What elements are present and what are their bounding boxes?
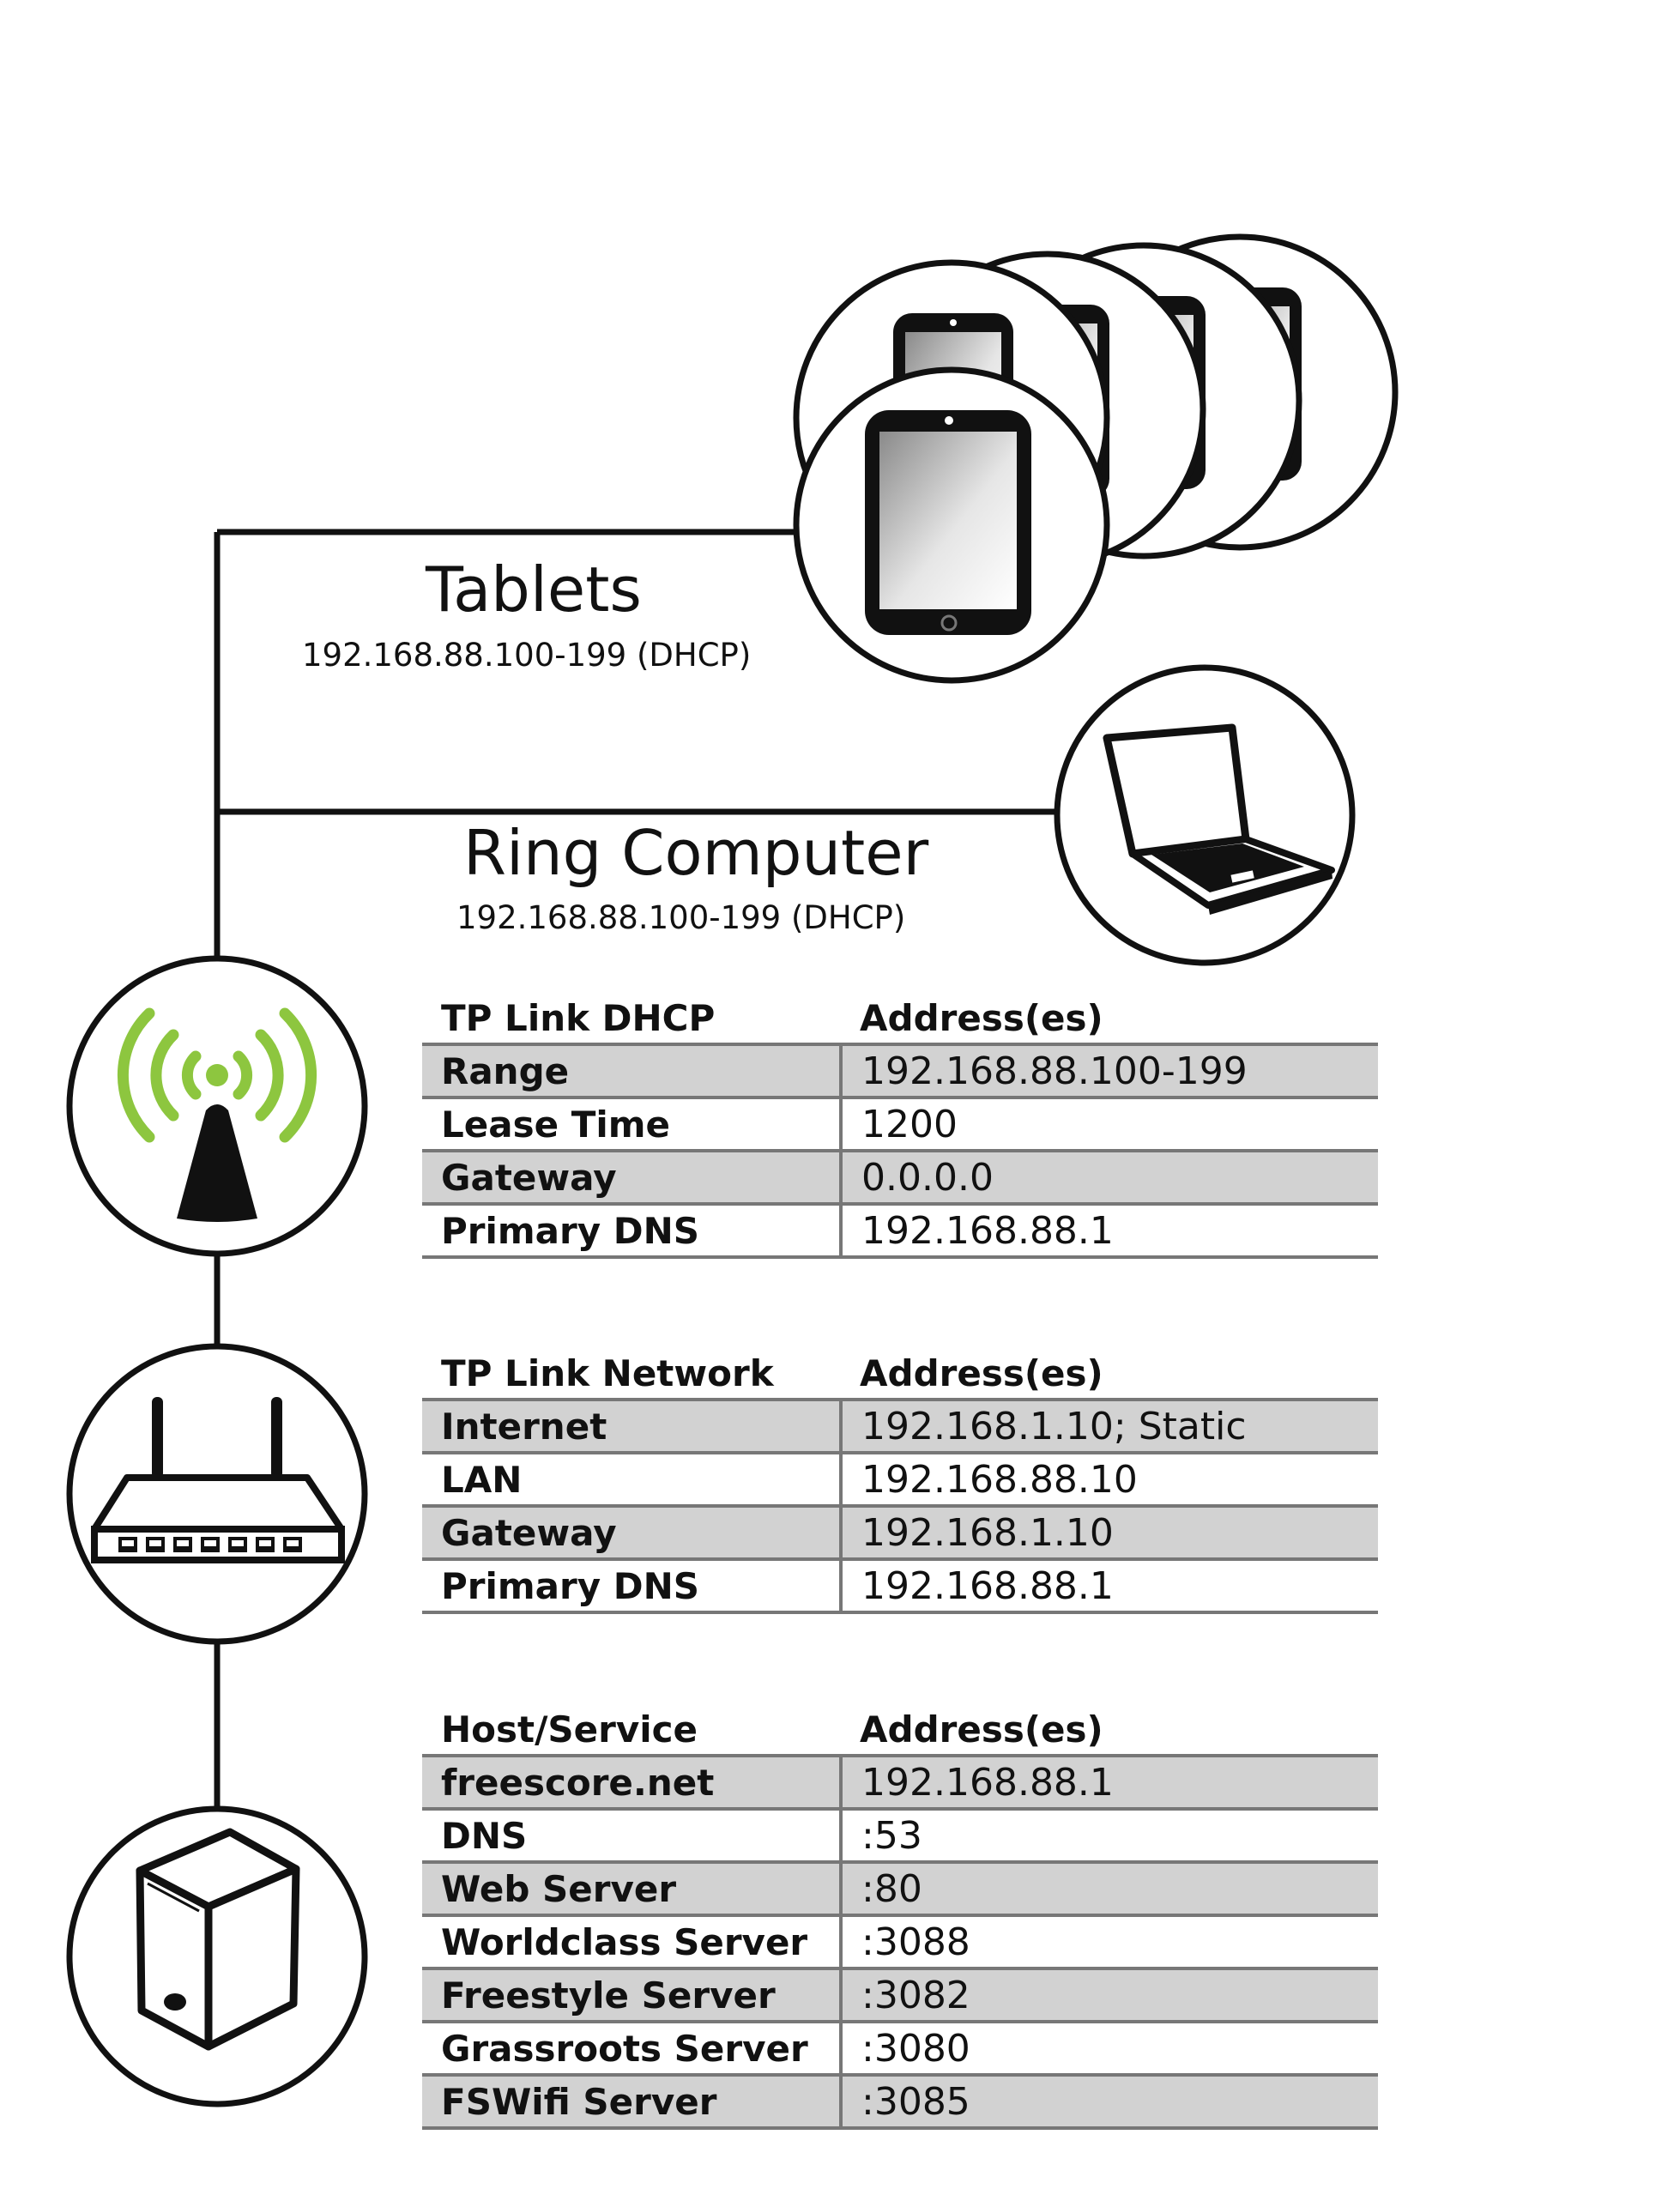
connection-lines [214, 529, 1061, 1811]
row-value: :3085 [841, 2075, 1378, 2130]
wifi-antenna-icon [66, 955, 368, 1257]
row-value: 192.168.1.10 [841, 1506, 1378, 1561]
header-cell: Host/Service [422, 1701, 841, 1757]
table-row: Primary DNS 192.168.88.1 [422, 1559, 1378, 1614]
table-row: Gateway 192.168.1.10 [422, 1506, 1378, 1561]
header-cell: TP Link Network [422, 1345, 841, 1401]
table-row: Primary DNS 192.168.88.1 [422, 1204, 1378, 1259]
row-value: :53 [841, 1809, 1378, 1864]
row-key: LAN [422, 1453, 843, 1508]
row-key: DNS [422, 1809, 843, 1864]
row-key: Primary DNS [422, 1559, 843, 1614]
header-cell: Address(es) [841, 1701, 1378, 1757]
row-value: 192.168.88.10 [841, 1453, 1378, 1508]
row-value: 0.0.0.0 [841, 1151, 1378, 1206]
row-key: Internet [422, 1400, 843, 1454]
header-cell: TP Link DHCP [422, 989, 841, 1046]
table-header: TP Link Network Address(es) [422, 1345, 1378, 1401]
row-value: :3082 [841, 1968, 1378, 2023]
router-icon [66, 1343, 368, 1645]
server-icon [66, 1805, 368, 2107]
tablets-title: Tablets [426, 553, 642, 626]
table-row: Grassroots Server :3080 [422, 2022, 1378, 2077]
table-row: Freestyle Server :3082 [422, 1968, 1378, 2023]
table-row: Internet 192.168.1.10; Static [422, 1400, 1378, 1454]
row-value: 192.168.88.1 [841, 1204, 1378, 1259]
row-key: Web Server [422, 1862, 843, 1917]
row-value: :80 [841, 1862, 1378, 1917]
table-row: Lease Time 1200 [422, 1098, 1378, 1152]
table-row: Web Server :80 [422, 1862, 1378, 1917]
row-key: Range [422, 1044, 843, 1099]
row-value: :3088 [841, 1915, 1378, 1970]
row-value: 192.168.88.1 [841, 1559, 1378, 1614]
row-key: freescore.net [422, 1756, 843, 1811]
row-key: Gateway [422, 1151, 843, 1206]
table-row: Worldclass Server :3088 [422, 1915, 1378, 1970]
row-key: Lease Time [422, 1098, 843, 1152]
row-value: 1200 [841, 1098, 1378, 1152]
header-cell: Address(es) [841, 989, 1378, 1046]
row-value: 192.168.88.1 [841, 1756, 1378, 1811]
tablet-stack-icon [793, 233, 1399, 684]
ring-computer-subtitle: 192.168.88.100-199 (DHCP) [456, 899, 906, 936]
table-row: Gateway 0.0.0.0 [422, 1151, 1378, 1206]
row-key: Grassroots Server [422, 2022, 843, 2077]
laptop-icon [1054, 664, 1356, 966]
row-key: Freestyle Server [422, 1968, 843, 2023]
table-header: Host/Service Address(es) [422, 1701, 1378, 1757]
row-key: FSWifi Server [422, 2075, 843, 2130]
table-row: DNS :53 [422, 1809, 1378, 1864]
table-row: LAN 192.168.88.10 [422, 1453, 1378, 1508]
host-service-table: Host/Service Address(es) freescore.net 1… [422, 1701, 1378, 2130]
dhcp-table: TP Link DHCP Address(es) Range 192.168.8… [422, 989, 1378, 1259]
row-key: Worldclass Server [422, 1915, 843, 1970]
row-key: Gateway [422, 1506, 843, 1561]
table-header: TP Link DHCP Address(es) [422, 989, 1378, 1046]
network-table: TP Link Network Address(es) Internet 192… [422, 1345, 1378, 1614]
table-row: freescore.net 192.168.88.1 [422, 1756, 1378, 1811]
ring-computer-title: Ring Computer [463, 817, 929, 889]
row-value: 192.168.88.100-199 [841, 1044, 1378, 1099]
table-row: FSWifi Server :3085 [422, 2075, 1378, 2130]
tablets-subtitle: 192.168.88.100-199 (DHCP) [302, 637, 752, 674]
table-row: Range 192.168.88.100-199 [422, 1044, 1378, 1099]
row-value: :3080 [841, 2022, 1378, 2077]
header-cell: Address(es) [841, 1345, 1378, 1401]
row-key: Primary DNS [422, 1204, 843, 1259]
row-value: 192.168.1.10; Static [841, 1400, 1378, 1454]
